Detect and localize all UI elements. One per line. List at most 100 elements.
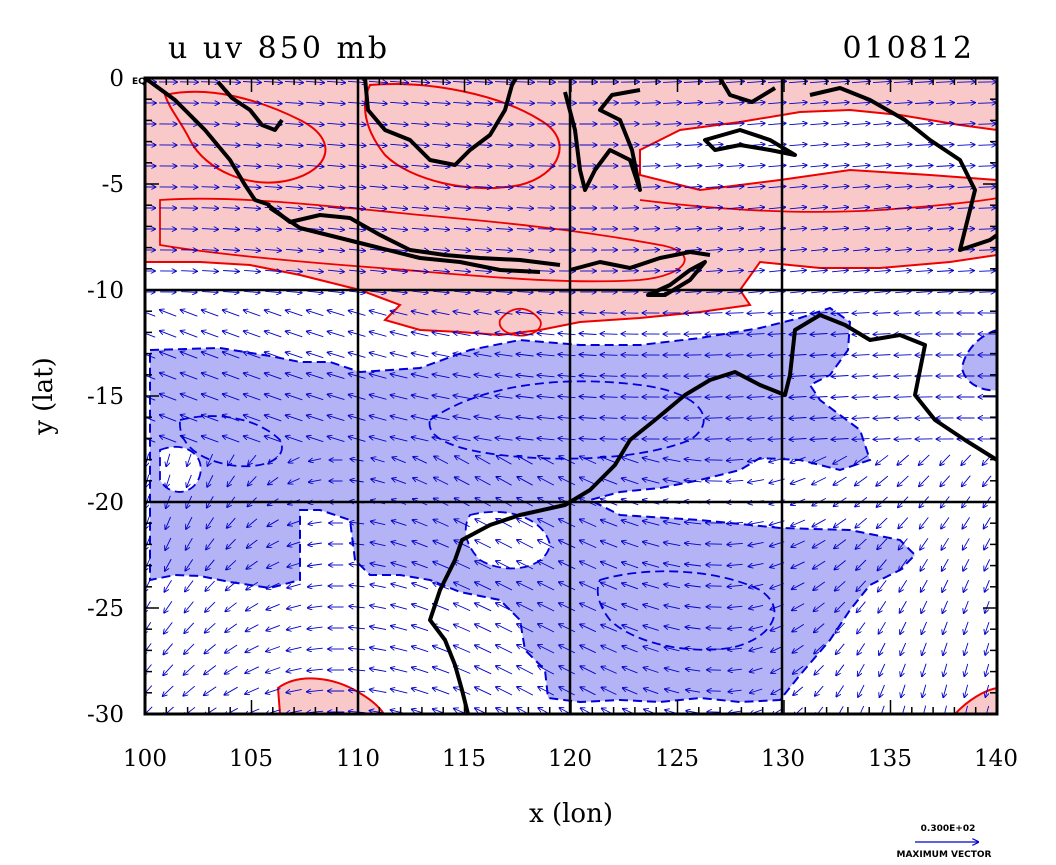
wind-vector [901, 663, 906, 676]
wind-vector [835, 580, 846, 590]
wind-vector [915, 228, 932, 229]
wind-vector [643, 542, 660, 547]
wind-vector [789, 228, 806, 230]
wind-vector [921, 621, 928, 634]
wind-vector [601, 541, 618, 548]
wind-vector [985, 600, 990, 613]
wind-vector [642, 250, 659, 251]
wind-vector [831, 249, 848, 251]
wind-vector [166, 474, 171, 488]
wind-vector [580, 540, 597, 549]
wind-vector [727, 522, 743, 523]
wind-vector [202, 292, 218, 293]
coastline-java-south [268, 206, 541, 274]
wind-vector [944, 705, 947, 714]
wind-vector [204, 707, 217, 714]
wind-vector [183, 685, 195, 696]
wind-vector [285, 123, 302, 124]
wind-vector [411, 228, 428, 229]
wind-vector [898, 475, 909, 486]
wind-vector [601, 583, 618, 590]
wind-vector [811, 334, 828, 335]
plot-title-left: u uv 850 mb [168, 31, 390, 66]
wind-vector [985, 684, 988, 697]
wind-vector [287, 646, 302, 650]
wind-vector [894, 207, 912, 208]
wind-vector [748, 480, 765, 483]
wind-vector [181, 394, 198, 401]
wind-vector [516, 166, 534, 167]
wind-vector [537, 250, 554, 251]
wind-vector [475, 291, 491, 292]
wind-vector [517, 333, 534, 335]
wind-vector [748, 313, 765, 314]
wind-vector [370, 332, 387, 337]
coastline-timor [646, 260, 707, 297]
wind-vector [601, 418, 618, 419]
wind-vector [559, 375, 576, 376]
wind-vector [370, 669, 387, 672]
wind-vector [243, 208, 261, 209]
wind-vector [391, 437, 408, 442]
wind-vector [433, 541, 449, 548]
wind-vector [306, 165, 324, 166]
wind-vector [727, 480, 744, 481]
wind-vector [184, 664, 195, 675]
wind-vector [728, 690, 742, 692]
wind-vector [663, 124, 680, 125]
wind-vector [559, 603, 576, 612]
wind-vector [685, 606, 701, 608]
wind-vector [517, 624, 534, 633]
wind-vector [412, 374, 429, 379]
wind-vector [814, 664, 824, 674]
wind-vector [985, 621, 990, 634]
wind-vector [264, 186, 282, 187]
wind-vector [879, 642, 886, 655]
wind-vector [227, 475, 235, 487]
wind-vector [580, 561, 597, 570]
wind-vector [371, 521, 386, 526]
wind-vector [286, 352, 303, 359]
wind-vector [727, 270, 743, 271]
wind-vector [978, 208, 996, 209]
wind-vector [327, 207, 344, 209]
wind-vector [392, 521, 407, 526]
wind-vector [307, 415, 324, 422]
wind-vector [432, 165, 450, 166]
wind-vector [559, 666, 576, 675]
wind-vector [836, 685, 844, 697]
x-axis-title: x (lon) [529, 799, 613, 829]
wind-vector [728, 648, 743, 650]
wind-vector [412, 667, 429, 674]
wind-vector [267, 561, 280, 568]
wind-vector [392, 457, 406, 464]
wind-vector [328, 352, 345, 359]
wind-vector [411, 123, 428, 124]
wind-vector [517, 540, 534, 549]
wind-vector [496, 561, 513, 570]
wind-vector [684, 166, 702, 167]
wind-vector [706, 334, 723, 335]
wind-vector [286, 291, 302, 292]
wind-vector [307, 436, 324, 443]
wind-vector [856, 538, 867, 549]
wind-vector [942, 579, 949, 592]
wind-vector [832, 439, 849, 440]
wind-vector [224, 686, 238, 695]
wind-vector [495, 208, 513, 209]
wind-vector [857, 622, 866, 634]
wind-vector [726, 249, 743, 250]
wind-vector [516, 250, 533, 251]
wind-vector [328, 331, 345, 338]
wind-vector [580, 376, 597, 377]
wind-vector [874, 397, 891, 398]
wind-vector [789, 144, 806, 145]
x-tick-labels: 100 105 110 115 120 125 130 135 140 [123, 746, 1018, 772]
wind-vector [538, 438, 555, 440]
wind-vector [559, 354, 576, 355]
wind-vector [391, 584, 407, 589]
wind-vector [390, 165, 408, 166]
wind-vector [162, 706, 174, 714]
y-tick-label: -30 [87, 702, 124, 728]
wind-vector [915, 186, 933, 187]
